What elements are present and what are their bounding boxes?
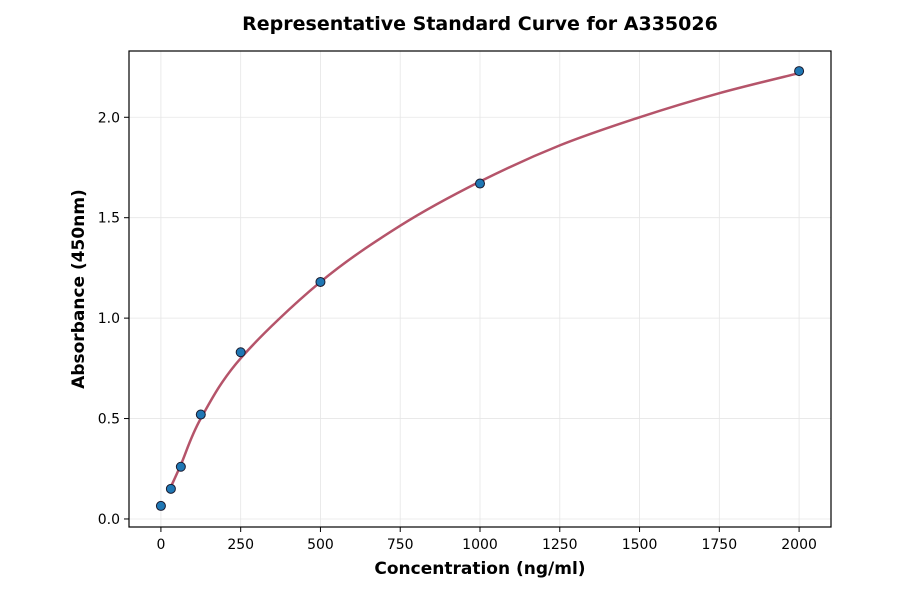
fit-curve-line bbox=[169, 71, 800, 488]
y-tick-label: 2.0 bbox=[98, 110, 120, 126]
chart-title: Representative Standard Curve for A33502… bbox=[242, 13, 718, 35]
x-tick-label: 250 bbox=[227, 537, 254, 553]
fit-curve-group bbox=[169, 71, 800, 488]
data-points bbox=[155, 66, 805, 511]
data-point bbox=[794, 66, 805, 77]
data-point bbox=[475, 178, 485, 189]
data-point bbox=[155, 500, 166, 511]
y-tick-label: 0.5 bbox=[98, 412, 120, 428]
x-tick-label: 1500 bbox=[622, 537, 658, 553]
x-axis-label: Concentration (ng/ml) bbox=[374, 559, 585, 579]
x-tick-label: 1750 bbox=[701, 537, 737, 553]
x-tick-label: 1250 bbox=[542, 537, 578, 553]
data-point bbox=[235, 347, 246, 358]
x-tick-label: 1000 bbox=[462, 537, 498, 553]
y-tick-label: 1.0 bbox=[98, 311, 120, 327]
y-tick-label: 0.0 bbox=[98, 512, 120, 528]
data-point bbox=[175, 461, 186, 472]
y-axis: 0.0 0.5 1.0 1.5 2.0 bbox=[98, 110, 129, 528]
data-point bbox=[315, 276, 326, 287]
y-axis-label: Absorbance (450nm) bbox=[69, 189, 89, 389]
x-tick-label: 2000 bbox=[781, 537, 817, 553]
x-axis: 0 250 500 750 1000 1250 1500 1750 2000 bbox=[156, 527, 817, 553]
data-point bbox=[195, 409, 206, 420]
data-point bbox=[165, 483, 176, 494]
x-tick-label: 750 bbox=[387, 537, 414, 553]
x-tick-label: 500 bbox=[307, 537, 334, 553]
y-tick-label: 1.5 bbox=[98, 211, 120, 227]
grid bbox=[129, 51, 831, 527]
x-tick-label: 0 bbox=[156, 537, 165, 553]
